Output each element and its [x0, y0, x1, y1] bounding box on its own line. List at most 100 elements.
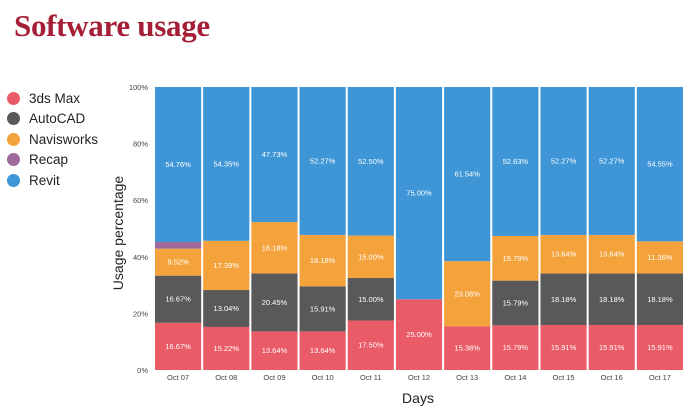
bar-segment-autocad-oct-17[interactable] [636, 273, 683, 325]
data-label-revit-oct-10: 52.27% [310, 156, 336, 165]
data-label-3ds-max-oct-13: 15.38% [454, 344, 480, 353]
data-label-autocad-oct-09: 20.45% [262, 298, 288, 307]
data-label-navisworks-oct-13: 23.08% [454, 289, 480, 298]
data-label-revit-oct-13: 61.54% [454, 170, 480, 179]
data-label-3ds-max-oct-14: 15.79% [503, 343, 529, 352]
bar-segment-3ds-max-oct-09[interactable] [251, 331, 298, 370]
bar-segment-revit-oct-13[interactable] [444, 87, 491, 262]
data-label-navisworks-oct-15: 13.64% [551, 250, 577, 259]
y-tick-label: 100% [129, 83, 149, 92]
bar-segment-revit-oct-14[interactable] [492, 87, 539, 236]
bar-segment-autocad-oct-14[interactable] [492, 280, 539, 326]
bar-segment-navisworks-oct-11[interactable] [347, 235, 394, 279]
y-tick-label: 20% [133, 309, 148, 318]
legend-swatch-recap [7, 153, 20, 167]
bar-segment-navisworks-oct-08[interactable] [203, 240, 250, 291]
bar-segment-revit-oct-10[interactable] [299, 87, 346, 235]
bar-segment-revit-oct-09[interactable] [251, 87, 298, 223]
bars [155, 87, 683, 370]
legend-swatch-autocad [7, 112, 20, 126]
data-label-3ds-max-oct-15: 15.91% [551, 343, 577, 352]
bar-segment-navisworks-oct-13[interactable] [444, 261, 491, 327]
legend-label-3ds-max: 3ds Max [29, 90, 81, 106]
data-label-navisworks-oct-07: 9.52% [167, 258, 189, 267]
bar-segment-revit-oct-12[interactable] [395, 87, 443, 300]
bar-segment-autocad-oct-11[interactable] [347, 278, 394, 321]
bar-segment-navisworks-oct-07[interactable] [155, 248, 202, 276]
legend-item-3ds-max[interactable]: 3ds Max [7, 88, 98, 109]
bar-segment-revit-oct-11[interactable] [347, 87, 394, 236]
bar-segment-navisworks-oct-10[interactable] [299, 234, 346, 287]
bar-segment-navisworks-oct-09[interactable] [251, 222, 298, 274]
legend-item-navisworks[interactable]: Navisworks [7, 129, 98, 150]
data-label-revit-oct-12: 75.00% [406, 189, 432, 198]
bar-segment-autocad-oct-09[interactable] [251, 273, 298, 332]
bar-segment-autocad-oct-07[interactable] [155, 275, 202, 323]
data-label-autocad-oct-08: 13.04% [214, 304, 240, 313]
legend-item-autocad[interactable]: AutoCAD [7, 109, 98, 130]
bar-segment-recap-oct-07[interactable] [155, 241, 202, 249]
bar-segment-3ds-max-oct-10[interactable] [299, 331, 346, 370]
bar-labels: 16.67% 16.67% 9.52% 54.76% 15.22% 13.04% 17.39… [165, 150, 673, 355]
data-label-3ds-max-oct-08: 15.22% [214, 344, 240, 353]
y-axis-label: Usage percentage [110, 176, 126, 291]
y-tick-label: 0% [137, 366, 148, 375]
legend-label-recap: Recap [29, 152, 69, 168]
data-label-3ds-max-oct-16: 15.91% [599, 343, 625, 352]
legend-label-autocad: AutoCAD [29, 111, 86, 127]
x-tick-label-oct-08: Oct 08 [215, 373, 237, 382]
legend-swatch-revit [7, 173, 20, 187]
bar-segment-navisworks-oct-14[interactable] [492, 235, 539, 281]
bar-segment-revit-oct-15[interactable] [540, 87, 587, 235]
bar-segment-navisworks-oct-17[interactable] [636, 241, 683, 274]
legend-item-revit[interactable]: Revit [7, 170, 98, 191]
bar-segment-3ds-max-oct-14[interactable] [492, 325, 539, 370]
data-label-3ds-max-oct-17: 15.91% [647, 343, 673, 352]
legend: 3ds Max AutoCAD Navisworks Recap Revit [7, 88, 98, 191]
legend-label-navisworks: Navisworks [29, 131, 99, 147]
y-tick-label: 80% [133, 140, 148, 149]
bar-segment-navisworks-oct-15[interactable] [540, 234, 587, 274]
legend-item-recap[interactable]: Recap [7, 150, 98, 171]
x-tick-label-oct-14: Oct 14 [504, 373, 526, 382]
bar-segment-autocad-oct-16[interactable] [588, 273, 635, 325]
data-label-autocad-oct-07: 16.67% [165, 295, 191, 304]
data-label-3ds-max-oct-12: 25.00% [406, 330, 432, 339]
y-tick-label: 40% [133, 253, 148, 262]
bar-segment-3ds-max-oct-15[interactable] [540, 324, 587, 370]
bar-segment-3ds-max-oct-16[interactable] [588, 324, 635, 370]
data-label-3ds-max-oct-11: 17.50% [358, 341, 384, 350]
x-tick-label-oct-13: Oct 13 [456, 373, 478, 382]
legend-swatch-3ds-max [7, 91, 20, 105]
bar-segment-3ds-max-oct-07[interactable] [155, 322, 202, 370]
bar-segment-navisworks-oct-16[interactable] [588, 234, 635, 274]
bar-segment-revit-oct-17[interactable] [636, 87, 683, 242]
data-label-revit-oct-15: 52.27% [551, 156, 577, 165]
bar-segment-3ds-max-oct-13[interactable] [444, 326, 491, 370]
bar-segment-autocad-oct-10[interactable] [299, 286, 346, 332]
bar-segment-autocad-oct-08[interactable] [203, 290, 250, 327]
x-tick-label-oct-09: Oct 09 [263, 373, 285, 382]
bar-segment-3ds-max-oct-12[interactable] [395, 299, 443, 370]
data-label-navisworks-oct-08: 17.39% [214, 261, 240, 270]
data-label-autocad-oct-10: 15.91% [310, 304, 336, 313]
page-title: Software usage [14, 8, 210, 43]
legend-label-revit: Revit [29, 172, 60, 188]
bar-segment-3ds-max-oct-17[interactable] [636, 324, 683, 370]
data-label-revit-oct-07: 54.76% [165, 160, 191, 169]
bar-segment-revit-oct-08[interactable] [203, 87, 250, 241]
bar-segment-3ds-max-oct-08[interactable] [203, 326, 250, 370]
x-axis-ticks: Oct 07 Oct 08 Oct 09 Oct 10 Oct 11 Oct 12 Oct … [167, 373, 671, 382]
data-label-3ds-max-oct-07: 16.67% [165, 342, 191, 351]
bar-segment-revit-oct-07[interactable] [155, 87, 202, 242]
data-label-navisworks-oct-16: 13.64% [599, 250, 625, 259]
x-tick-label-oct-17: Oct 17 [649, 373, 671, 382]
data-label-3ds-max-oct-09: 13.64% [262, 346, 288, 355]
bar-segment-revit-oct-16[interactable] [588, 87, 635, 235]
x-axis-label: Days [402, 390, 434, 406]
data-label-navisworks-oct-17: 11.36% [647, 253, 672, 262]
bar-segment-3ds-max-oct-11[interactable] [347, 320, 394, 370]
bar-segment-autocad-oct-15[interactable] [540, 273, 587, 325]
data-label-revit-oct-17: 54.55% [647, 160, 673, 169]
